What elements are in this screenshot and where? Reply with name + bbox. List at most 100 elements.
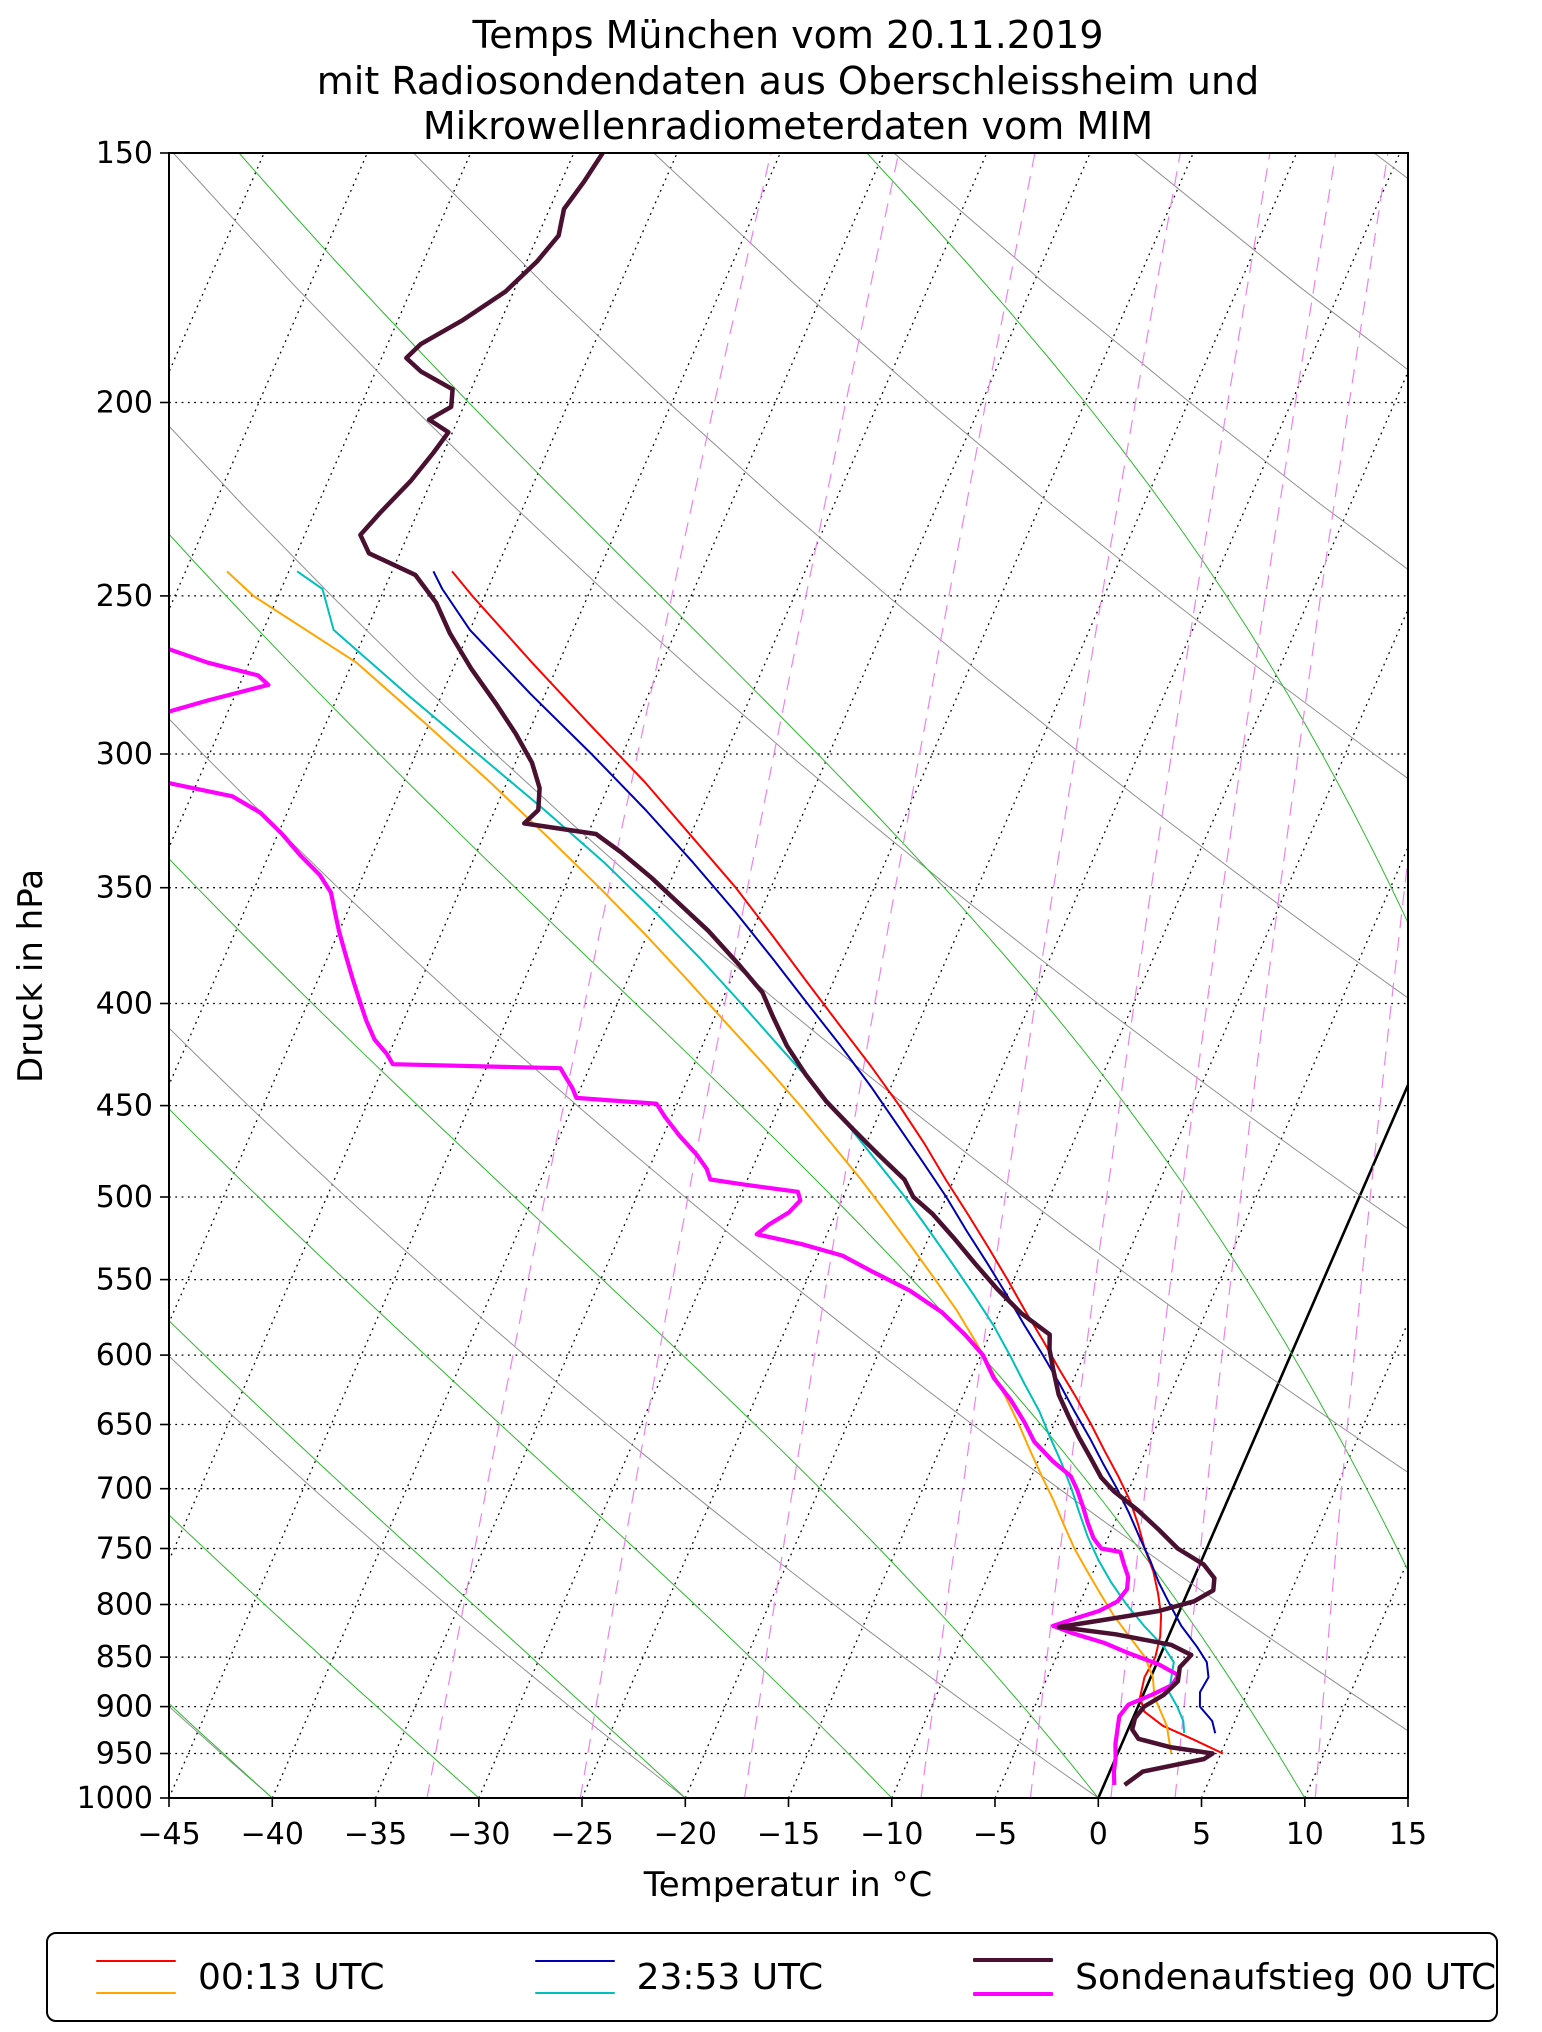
isotherm-line (684, 153, 1401, 1798)
legend-label-sonde: Sondenaufstieg 00 UTC (1075, 1956, 1497, 1998)
isotherm-line (169, 153, 472, 849)
legend-entry-2353: 23:53 UTC (534, 1956, 824, 1998)
legend-entry-0013: 00:13 UTC (96, 1957, 385, 1998)
y-tick-label: 800 (96, 1588, 153, 1623)
y-tick-label: 650 (96, 1408, 153, 1443)
x-tick-label: −25 (550, 1817, 613, 1852)
isotherm-line (478, 153, 1194, 1798)
isotherm-line (374, 153, 1091, 1798)
dry-adiabat-line (169, 718, 1408, 1732)
y-tick-label: 400 (96, 987, 153, 1022)
dry-adiabat-line (1133, 153, 1408, 371)
dry-adiabat-line (653, 153, 1408, 780)
zero-isotherm-line (1097, 1081, 1408, 1798)
background-lines (169, 152, 1542, 1799)
y-tick-label: 600 (96, 1338, 153, 1373)
legend-line-temp-2353 (534, 1960, 615, 1962)
isotherm-line (891, 607, 1408, 1798)
isotherm-line (1511, 153, 1542, 1798)
y-tick-label: 250 (96, 579, 153, 614)
isotherm-line (169, 153, 678, 1325)
series-td_0013 (226, 570, 1173, 1754)
x-tick-label: −30 (447, 1817, 510, 1852)
y-tick-label: 450 (96, 1089, 153, 1124)
isotherm-line (169, 153, 368, 612)
mixing-ratio-line (1110, 153, 1337, 1798)
series-t_sonde (358, 153, 1217, 1787)
legend-line-dew-sonde (973, 1992, 1054, 1997)
legend-samples-2353 (534, 1960, 615, 1994)
mixing-ratio-line (1174, 153, 1389, 1798)
x-tick-label: −15 (757, 1817, 820, 1852)
y-tick-label: 750 (96, 1532, 153, 1567)
legend-line-dew-0013 (96, 1992, 176, 1994)
y-axis-label: Druck in hPa (11, 869, 51, 1083)
skewt-plot: −45 −40 −35 −30 −25 −20 −15 −10 −5 0 5 10 15 150 200 25… (11, 13, 1542, 1902)
plot-frame (168, 152, 1409, 1799)
isotherm-line (271, 153, 988, 1798)
mixing-ratio-line (579, 153, 900, 1798)
mixing-ratio-line (743, 153, 1036, 1798)
series-td_sonde (169, 646, 1181, 1785)
dry-adiabat-line (169, 1355, 686, 1798)
y-tick-label: 300 (96, 737, 153, 772)
mixing-ratio-line (1442, 153, 1542, 1798)
x-tick-label: −10 (860, 1817, 923, 1852)
moist-adiabat-line (169, 1514, 480, 1798)
y-tick-label: 850 (96, 1640, 153, 1675)
isotherm-line (581, 153, 1298, 1798)
y-tick-label: 550 (96, 1263, 153, 1298)
legend: 00:13 UTC 23:53 UTC Sondenaufstieg 00 UT… (46, 1932, 1498, 2022)
chart-title-line-2: mit Radiosondendaten aus Oberschleisshei… (317, 59, 1259, 103)
y-tick-label: 200 (96, 386, 153, 421)
x-tick-label: 15 (1389, 1817, 1427, 1852)
dry-adiabat-line (169, 1027, 1099, 1798)
chart-title-line-3: Mikrowellenradiometerdaten vom MIM (423, 104, 1153, 148)
mixing-ratio-line (426, 153, 772, 1798)
legend-label-0013: 00:13 UTC (198, 1956, 385, 1998)
isotherm-line (787, 370, 1408, 1798)
dry-adiabat-line (413, 153, 1408, 999)
y-tick-label: 150 (96, 136, 153, 171)
legend-line-temp-sonde (973, 1957, 1054, 1963)
dry-adiabat-line (172, 153, 1408, 1230)
x-tick-label: −45 (137, 1817, 200, 1852)
x-tick-label: −40 (241, 1817, 304, 1852)
legend-label-2353: 23:53 UTC (636, 1956, 824, 1998)
legend-samples-0013 (96, 1960, 176, 1994)
y-tick-label: 350 (96, 871, 153, 906)
y-tick-label: 950 (96, 1737, 153, 1772)
isotherm-line (1407, 1796, 1408, 1798)
isotherm-line (169, 153, 885, 1798)
moist-adiabat-line (169, 858, 1099, 1798)
legend-samples-sonde (973, 1957, 1054, 1997)
y-tick-label: 700 (96, 1472, 153, 1507)
moist-adiabat-line (169, 1108, 893, 1798)
dry-adiabat-line (169, 425, 1408, 1474)
data-series (169, 153, 1224, 1787)
isotherm-line (169, 153, 781, 1563)
isotherm-line (169, 153, 575, 1087)
moist-adiabat-line (238, 153, 1408, 1572)
x-axis-label: Temperatur in °C (643, 1865, 933, 1902)
series-td_2353 (296, 570, 1186, 1734)
moist-adiabat-line (169, 1320, 686, 1798)
mixing-ratio-line (1535, 153, 1542, 1798)
x-tick-label: −35 (344, 1817, 407, 1852)
moist-adiabat-line (866, 153, 1408, 925)
mixing-ratio-line (1029, 153, 1271, 1798)
x-tick-label: 5 (1192, 1817, 1211, 1852)
isotherm-line (1304, 1558, 1408, 1798)
mixing-ratio-line (920, 153, 1181, 1798)
axes: −45 −40 −35 −30 −25 −20 −15 −10 −5 0 5 10 15 150 200 25… (77, 136, 1427, 1852)
chart-title-line-1: Temps München vom 20.11.2019 (471, 13, 1103, 57)
x-tick-label: 10 (1286, 1817, 1324, 1852)
legend-line-temp-0013 (96, 1960, 176, 1962)
dry-adiabat-line (1373, 153, 1408, 180)
x-tick-label: 0 (1089, 1817, 1108, 1852)
y-tick-label: 500 (96, 1180, 153, 1215)
isotherm-line (1200, 1321, 1408, 1798)
legend-entry-sonde: Sondenaufstieg 00 UTC (973, 1957, 1496, 1998)
dry-adiabat-line (893, 153, 1408, 571)
